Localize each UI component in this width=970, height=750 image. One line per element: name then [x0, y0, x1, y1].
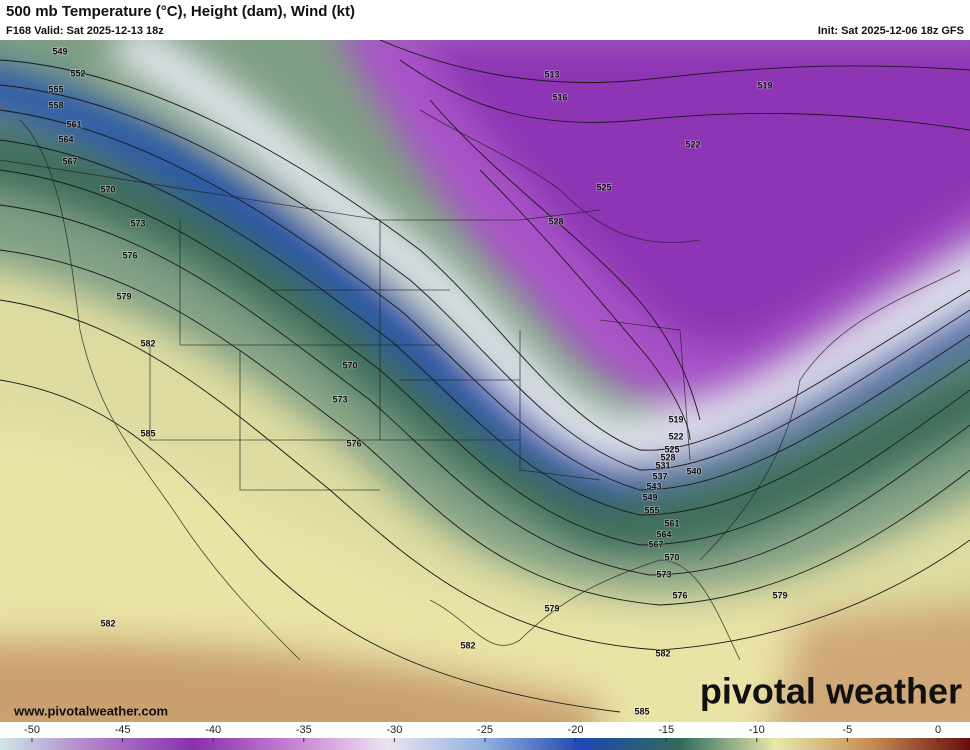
colorbar-tick-label: -35 — [296, 724, 312, 736]
contour-label: 573 — [130, 218, 145, 228]
colorbar — [0, 738, 970, 750]
colorbar-tick-label: -40 — [205, 724, 221, 736]
contour-label: 585 — [634, 706, 649, 716]
colorbar-tick-label: -30 — [386, 724, 402, 736]
contour-label: 585 — [140, 428, 155, 438]
colorbar-tick-label: -10 — [749, 724, 765, 736]
contour-label: 525 — [664, 444, 679, 454]
watermark: pivotal weather — [700, 671, 962, 712]
contour-label: 558 — [48, 100, 63, 110]
contour-label: 582 — [140, 338, 155, 348]
contour-label: 513 — [544, 69, 559, 79]
valid-time: F168 Valid: Sat 2025-12-13 18z — [6, 25, 164, 37]
contour-label: 516 — [552, 92, 567, 102]
colorbar-tick-label: -5 — [843, 724, 853, 736]
contour-label: 525 — [596, 182, 611, 192]
contour-label: 570 — [342, 360, 357, 370]
contour-label: 564 — [58, 134, 73, 144]
contour-label: 561 — [664, 518, 679, 528]
contour-label: 528 — [660, 452, 675, 462]
website: www.pivotalweather.com — [13, 703, 168, 718]
contour-label: 582 — [460, 640, 475, 650]
height-contours — [0, 40, 970, 713]
contour-label: 555 — [48, 84, 63, 94]
colorbar-tick-label: -20 — [568, 724, 584, 736]
contour-label: 582 — [655, 648, 670, 658]
contour-label: 543 — [646, 481, 661, 491]
contour-label: 567 — [648, 539, 663, 549]
contour-label: 567 — [62, 156, 77, 166]
contour-label: 552 — [70, 68, 85, 78]
contour-label: 570 — [100, 184, 115, 194]
contour-label: 519 — [668, 414, 683, 424]
contour-label: 579 — [116, 291, 131, 301]
colorbar-tick-label: -15 — [658, 724, 674, 736]
contour-label: 549 — [642, 492, 657, 502]
contour-label: 519 — [757, 80, 772, 90]
contour-label: 537 — [652, 471, 667, 481]
contour-label: 522 — [685, 139, 700, 149]
contour-label: 579 — [772, 590, 787, 600]
contour-label: 531 — [655, 460, 670, 470]
map-title: 500 mb Temperature (°C), Height (dam), W… — [6, 3, 355, 20]
map — [0, 40, 970, 722]
colorbar-tick-label: -25 — [477, 724, 493, 736]
contour-label: 582 — [100, 618, 115, 628]
contour-label: 570 — [664, 552, 679, 562]
contour-label: 579 — [544, 603, 559, 613]
colorbar-tick-label: -45 — [115, 724, 131, 736]
init-time: Init: Sat 2025-12-06 18z GFS — [818, 25, 964, 37]
contour-label: 573 — [332, 394, 347, 404]
contour-label: 522 — [668, 431, 683, 441]
contour-label: 528 — [548, 216, 563, 226]
colorbar-tick-label: 0 — [935, 724, 941, 736]
contour-label: 555 — [644, 505, 659, 515]
contour-label: 573 — [656, 569, 671, 579]
contour-label: 561 — [66, 119, 81, 129]
colorbar-tick-label: -50 — [24, 724, 40, 736]
contour-label: 576 — [672, 590, 687, 600]
contour-label: 564 — [656, 529, 671, 539]
contour-label: 540 — [686, 466, 701, 476]
contour-label: 549 — [52, 46, 67, 56]
contour-label: 576 — [346, 438, 361, 448]
contour-label: 576 — [122, 250, 137, 260]
